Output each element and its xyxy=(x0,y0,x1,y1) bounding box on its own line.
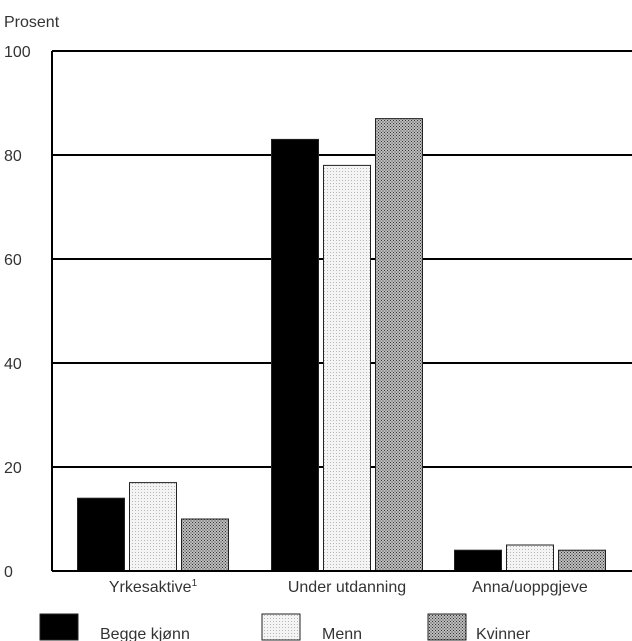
legend-label: Begge kjønn xyxy=(100,626,190,641)
y-axis-title: Prosent xyxy=(4,14,60,31)
footnote-mark: 1 xyxy=(192,578,198,589)
legend-swatch xyxy=(427,613,467,641)
x-tick-label-text: Under utdanning xyxy=(288,579,406,596)
bar-kvinner-1 xyxy=(375,118,423,572)
y-tick-label: 80 xyxy=(4,148,22,165)
y-tick-label: 20 xyxy=(4,460,22,477)
x-tick-label-text: Yrkesaktive xyxy=(109,579,192,596)
y-tick-label: 0 xyxy=(4,564,13,581)
y-tick-label: 100 xyxy=(4,44,31,61)
y-tick-label: 40 xyxy=(4,356,22,373)
x-tick-label: Anna/uoppgjeve xyxy=(472,579,588,596)
bar-begge-1 xyxy=(271,138,319,572)
x-tick-label-text: Anna/uoppgjeve xyxy=(472,579,588,596)
bar-kvinner-0 xyxy=(181,518,229,572)
bar-menn-2 xyxy=(506,544,554,572)
bars xyxy=(77,118,606,572)
bar-begge-0 xyxy=(77,497,125,572)
bar-menn-1 xyxy=(323,164,371,572)
legend: Begge kjønn Menn Kvinner xyxy=(39,613,531,641)
x-tick-label: Under utdanning xyxy=(288,579,406,596)
y-tick-labels: 0 20 40 60 80 100 xyxy=(4,44,31,581)
legend-label: Kvinner xyxy=(476,626,531,641)
y-tick-label: 60 xyxy=(4,252,22,269)
bar-kvinner-2 xyxy=(558,549,606,572)
x-tick-label: Yrkesaktive1 xyxy=(109,578,198,596)
legend-label: Menn xyxy=(322,626,362,641)
legend-swatch xyxy=(39,613,79,641)
bar-menn-0 xyxy=(129,482,177,572)
bar-begge-2 xyxy=(454,549,502,572)
legend-swatch xyxy=(261,613,301,641)
x-tick-labels: Yrkesaktive1 Under utdanning Anna/uoppgjev… xyxy=(109,578,588,596)
